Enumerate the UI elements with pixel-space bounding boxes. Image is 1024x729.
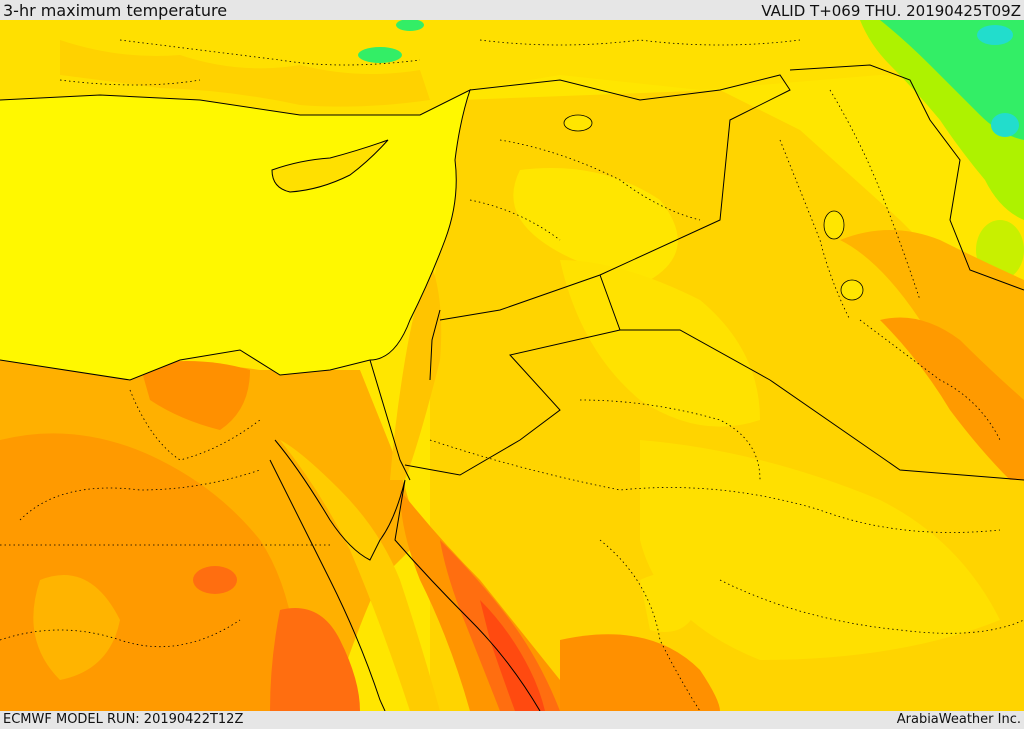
mediterranean-coastline	[0, 89, 471, 381]
green-patch-north-2	[396, 20, 424, 31]
red-sea-east-coast	[274, 439, 541, 711]
iran-iraq-border	[789, 64, 1024, 291]
map-title: 3-hr maximum temperature	[3, 1, 228, 20]
hejaz-red	[480, 600, 545, 711]
red-sea-west-coast	[269, 459, 386, 711]
egypt-dark-spot	[193, 566, 237, 594]
levant-strip	[390, 260, 442, 480]
temperature-map[interactable]	[0, 20, 1024, 711]
arabia-yellow-patch	[640, 440, 1000, 660]
egypt-light-patch	[33, 575, 121, 680]
iraq-saudi-border	[620, 329, 1024, 481]
jordan-valley-border	[429, 309, 441, 381]
cool-cyan-patch	[977, 25, 1013, 45]
iraq-orange-belt	[840, 230, 1024, 490]
footer-bar: ECMWF MODEL RUN: 20190422T12Z ArabiaWeat…	[0, 711, 1024, 729]
egypt-dark-patch	[270, 608, 360, 711]
arabia-orange-south	[560, 634, 720, 711]
red-sea	[280, 440, 440, 711]
egypt-israel-border	[369, 359, 411, 481]
iraq-dark-belt	[880, 317, 1024, 480]
cyprus	[271, 139, 389, 193]
syria-border	[439, 74, 791, 321]
valid-time: VALID T+069 THU. 20190425T09Z	[761, 2, 1021, 20]
turkey-warm-patch	[60, 40, 430, 107]
green-patch-north	[358, 47, 402, 63]
arabia-yellow-spot	[640, 573, 700, 632]
mediterranean-sea	[0, 90, 470, 380]
lake-van	[840, 279, 864, 301]
model-run: ECMWF MODEL RUN: 20190422T12Z	[3, 712, 244, 727]
lake-ataturk	[563, 114, 593, 132]
map-canvas	[0, 20, 1024, 711]
internal-boundaries	[0, 39, 1024, 711]
credit: ArabiaWeather Inc.	[896, 712, 1021, 727]
cool-green-region	[880, 20, 1024, 140]
nile-delta-hot	[140, 361, 250, 430]
lake-urmia	[823, 210, 845, 240]
syria-yellow-patch	[513, 168, 678, 280]
header-bar: 3-hr maximum temperature VALID T+069 THU…	[0, 0, 1024, 20]
cool-cyan-patch-2	[991, 113, 1019, 137]
